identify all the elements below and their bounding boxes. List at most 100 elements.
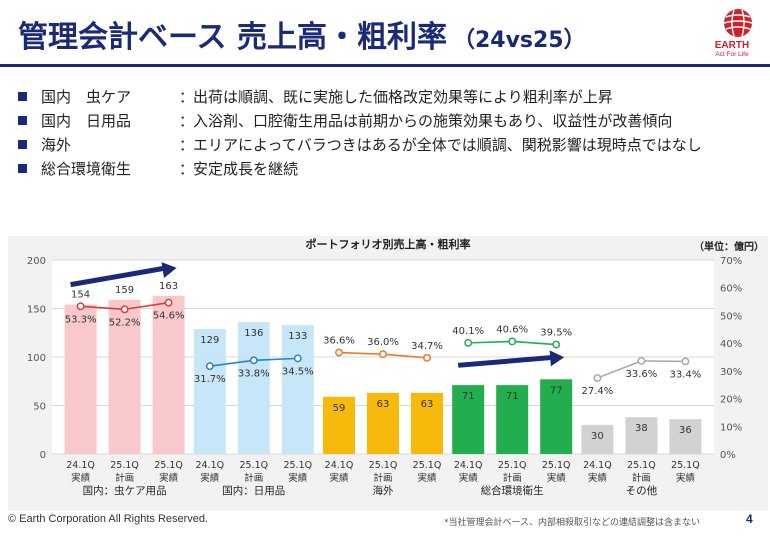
- portfolio-chart: ポートフォリオ別売上高・粗利率 （単位：億円） 0 50 100 150 200 0% 10% 2…: [8, 236, 768, 511]
- bullet-item: 総合環境衛生 ：安定成長を継続: [18, 156, 702, 180]
- bar-value-label: 30: [591, 431, 604, 442]
- margin-value-label: 40.6%: [496, 324, 528, 335]
- margin-value-label: 33.8%: [238, 368, 270, 379]
- bar: [108, 299, 141, 454]
- bar: [452, 385, 485, 454]
- bullet-square-icon: [18, 139, 27, 149]
- margin-point: [164, 298, 173, 307]
- y-right-tick-label: 10%: [720, 422, 742, 433]
- bar-value-label: 71: [462, 391, 475, 402]
- bar-value-label: 159: [115, 285, 134, 296]
- bar: [281, 324, 314, 454]
- bar-value-label: 38: [635, 423, 648, 434]
- group-label: 国内：虫ケア用品: [83, 484, 167, 497]
- x-tick-period: 24.1Q: [325, 460, 354, 471]
- bullet-segment: 国内 虫ケア: [41, 87, 132, 106]
- y-left-tick-label: 100: [27, 353, 46, 364]
- group-label: 海外: [373, 484, 394, 497]
- margin-value-label: 31.7%: [194, 374, 226, 385]
- y-left-tick-label: 0: [40, 450, 46, 461]
- x-tick-kind: 実績: [288, 472, 308, 484]
- y-right-tick-label: 0%: [720, 450, 736, 461]
- bar: [540, 379, 573, 454]
- margin-value-label: 34.5%: [282, 366, 314, 377]
- y-left-tick-label: 200: [27, 256, 46, 267]
- bullet-text: エリアによってバラつきはあるが全体では順調、関税影響は現時点ではなし: [193, 135, 702, 154]
- earth-logo: EARTH Act For Life: [700, 6, 764, 64]
- margin-value-label: 40.1%: [452, 326, 484, 337]
- bar: [581, 424, 614, 454]
- bar: [237, 322, 270, 454]
- bullet-colon: ：: [179, 111, 195, 130]
- bar-value-label: 154: [71, 290, 90, 301]
- x-tick-period: 25.1Q: [239, 460, 268, 471]
- y-right-tick-label: 40%: [720, 339, 742, 350]
- x-tick-kind: 計画: [244, 472, 263, 484]
- x-tick-period: 24.1Q: [66, 460, 95, 471]
- bullet-segment: 総合環境衛生: [41, 159, 132, 178]
- margin-value-label: 52.2%: [109, 317, 141, 328]
- x-tick-period: 25.1Q: [498, 460, 527, 471]
- x-tick-kind: 実績: [547, 472, 567, 484]
- y-right-tick-label: 30%: [720, 367, 742, 378]
- bar: [193, 328, 226, 454]
- margin-value-label: 54.6%: [153, 311, 185, 322]
- title-subtitle: （24vs25）: [452, 28, 586, 53]
- margin-value-label: 36.0%: [367, 337, 399, 348]
- margin-point: [423, 353, 431, 362]
- bar-value-label: 59: [333, 403, 346, 414]
- x-tick-kind: 実績: [71, 472, 91, 484]
- x-tick-kind: 実績: [329, 472, 349, 484]
- bar-value-label: 163: [159, 281, 178, 292]
- trend-arrow-head-icon: [161, 262, 177, 278]
- chart-title: ポートフォリオ別売上高・粗利率: [306, 237, 471, 251]
- bar-value-label: 133: [288, 331, 307, 342]
- bullet-text: 安定成長を継続: [193, 159, 299, 178]
- margin-value-label: 33.6%: [626, 369, 658, 380]
- unit-label: （単位：億円）: [694, 240, 764, 253]
- summary-bullets: 国内 虫ケア：出荷は順調、既に実施した価格改定効果等により粗利率が上昇 国内 日…: [18, 84, 702, 180]
- bar: [64, 304, 97, 454]
- bar: [323, 396, 355, 454]
- margin-value-label: 33.4%: [670, 369, 702, 380]
- logo-text: EARTH: [714, 40, 750, 51]
- group-label: 総合環境衛生: [481, 484, 544, 497]
- margin-value-label: 36.6%: [323, 336, 355, 347]
- x-tick-kind: 計画: [632, 472, 651, 484]
- x-tick-period: 25.1Q: [283, 460, 312, 471]
- bullet-item: 海外 ：エリアによってバラつきはあるが全体では順調、関税影響は現時点ではなし: [18, 132, 702, 156]
- x-tick-kind: 計画: [115, 472, 134, 484]
- group-label: その他: [626, 484, 658, 497]
- x-tick-kind: 実績: [676, 472, 696, 484]
- bar-value-label: 71: [506, 391, 519, 402]
- trend-arrow-head-icon: [549, 350, 565, 367]
- bar: [411, 392, 443, 454]
- margin-value-label: 34.7%: [411, 341, 443, 352]
- bullet-text: 入浴剤、口腔衛生用品は前期からの施策効果もあり、収益性が改善傾向: [193, 111, 673, 130]
- bar: [669, 419, 702, 454]
- margin-value-label: 53.3%: [65, 314, 97, 325]
- bullet-text: 出荷は順調、既に実施した価格改定効果等により粗利率が上昇: [193, 87, 613, 106]
- bullet-square-icon: [18, 163, 27, 173]
- bar-value-label: 136: [244, 328, 263, 339]
- bar: [496, 385, 529, 454]
- margin-value-label: 27.4%: [582, 386, 614, 397]
- globe-icon: [723, 9, 753, 37]
- bar-value-label: 77: [550, 385, 563, 396]
- bar: [152, 295, 185, 454]
- x-tick-period: 25.1Q: [671, 460, 700, 471]
- bar: [625, 417, 658, 454]
- x-tick-period: 24.1Q: [583, 460, 612, 471]
- title-divider: [0, 64, 770, 67]
- bullet-colon: ：: [179, 159, 195, 178]
- bullet-segment: 海外: [41, 135, 72, 154]
- page-number: 4: [746, 512, 753, 526]
- x-tick-kind: 計画: [503, 472, 522, 484]
- x-tick-period: 25.1Q: [627, 460, 656, 471]
- x-tick-kind: 実績: [417, 472, 437, 484]
- trend-arrow-shaft: [70, 265, 168, 288]
- margin-point: [293, 354, 302, 363]
- margin-point: [593, 374, 602, 383]
- bullet-square-icon: [18, 115, 27, 125]
- y-right-tick-label: 50%: [720, 311, 742, 322]
